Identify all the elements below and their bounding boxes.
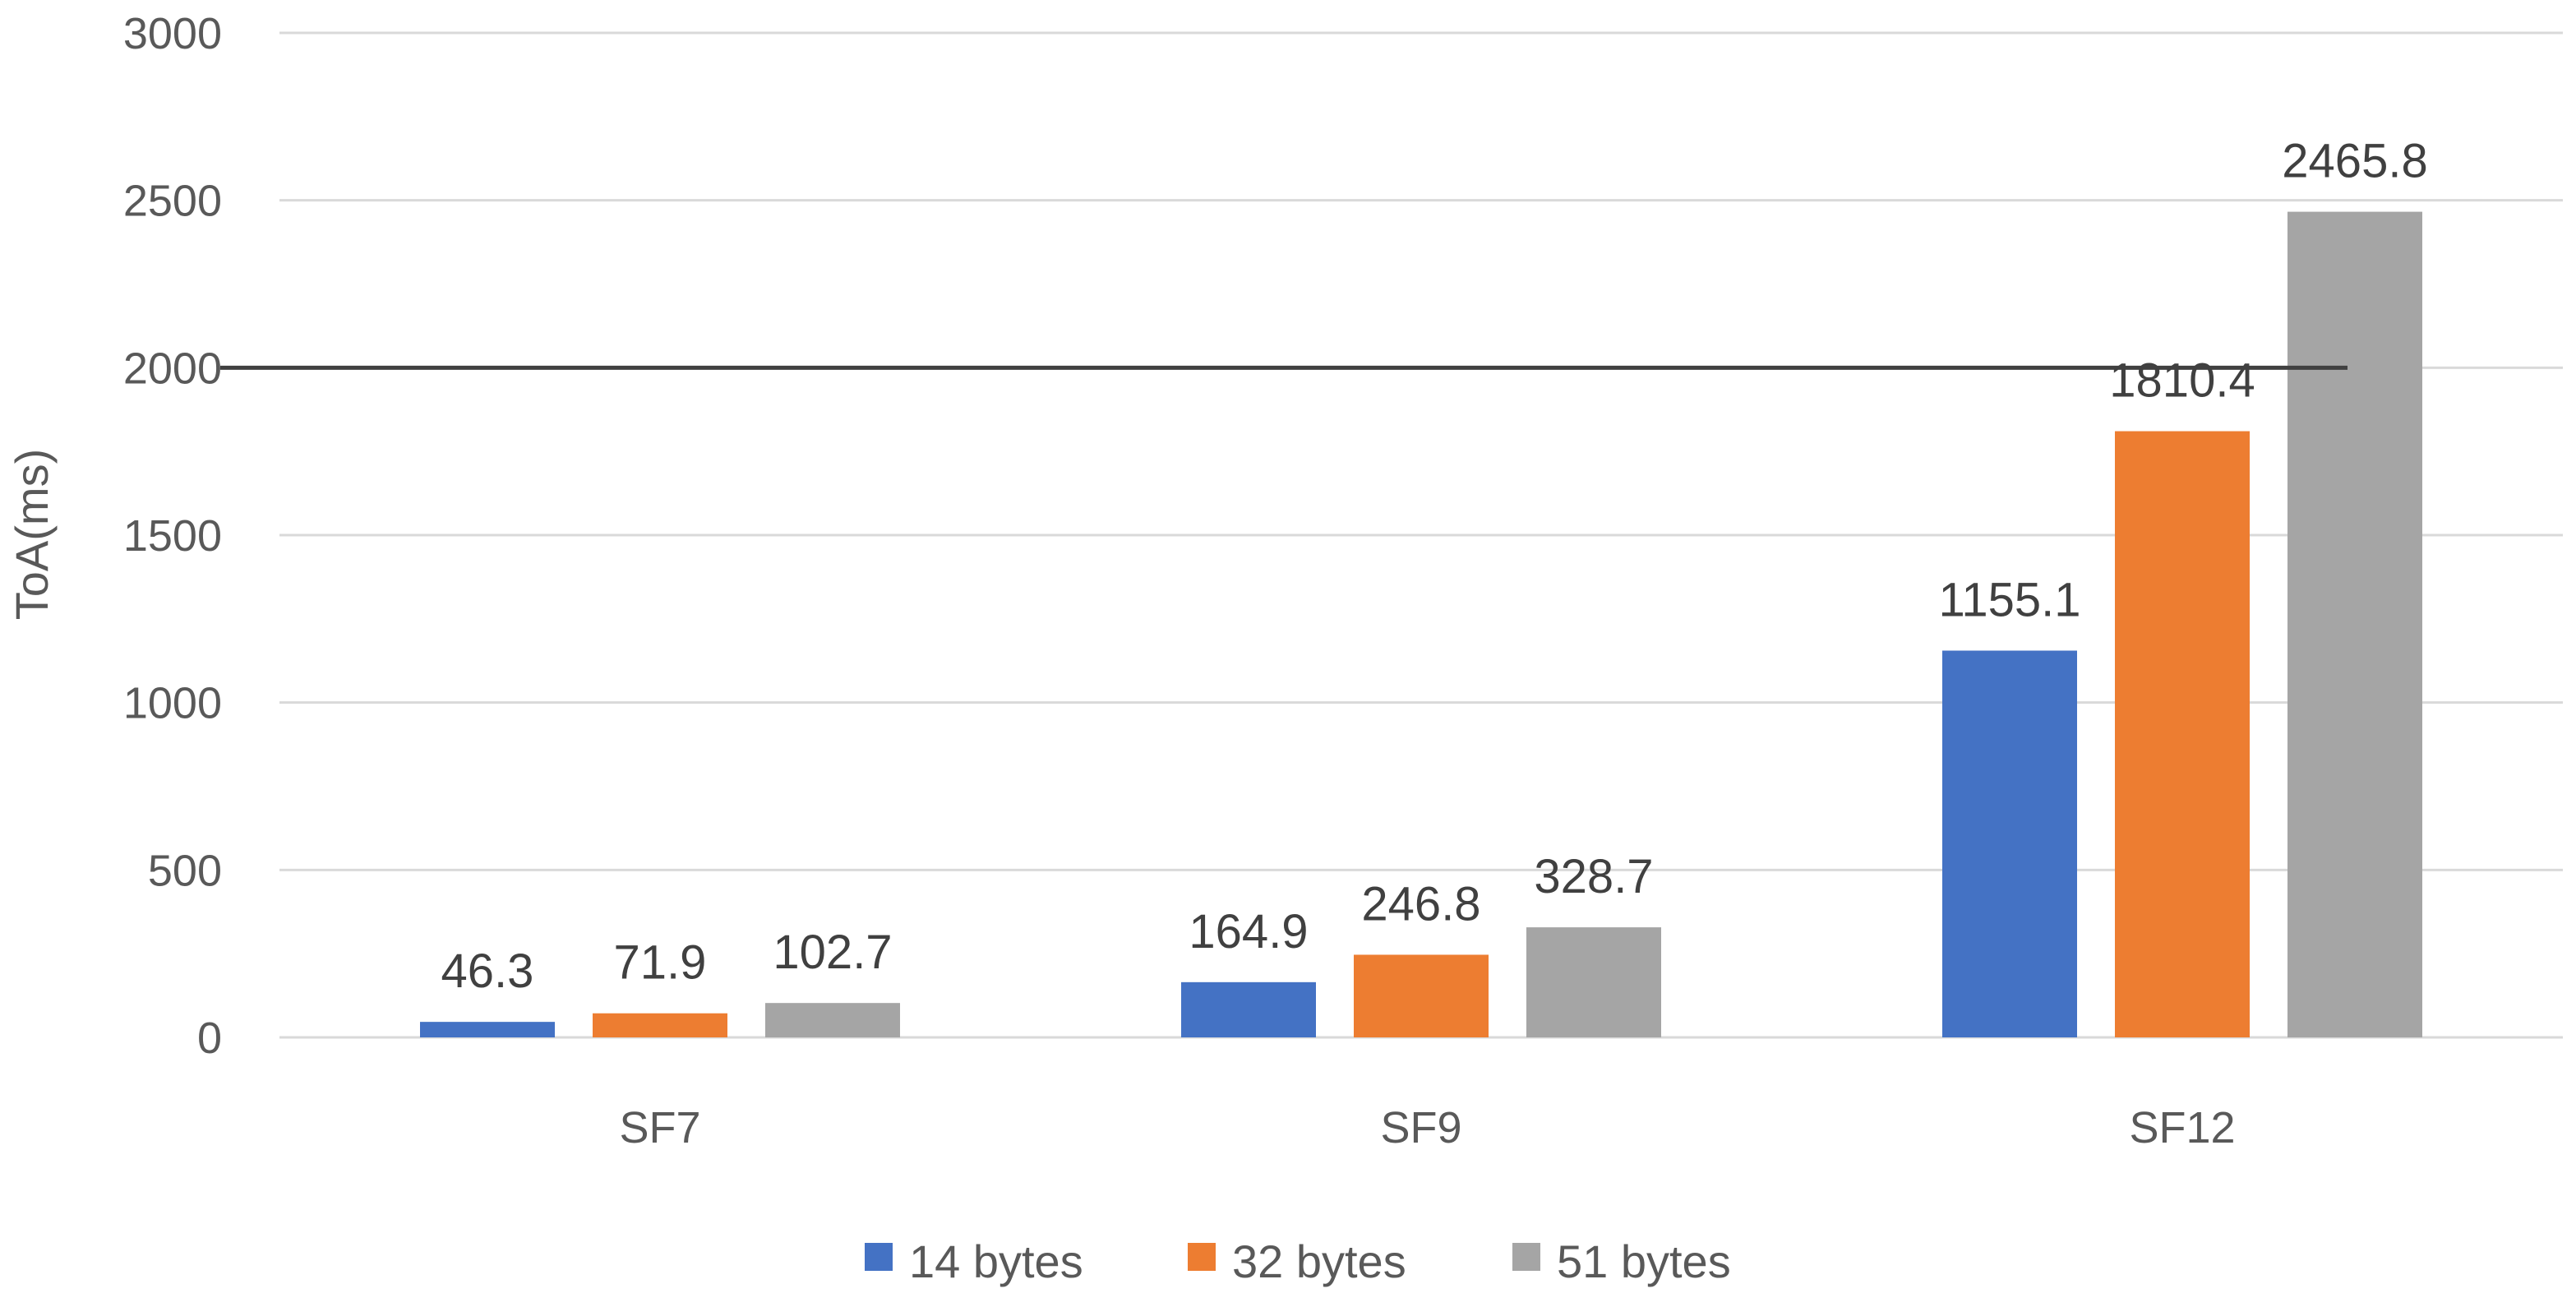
bar — [2115, 431, 2250, 1037]
bar — [1181, 981, 1316, 1037]
legend-swatch — [865, 1243, 893, 1271]
data-label: 46.3 — [441, 944, 534, 998]
bar — [1354, 954, 1489, 1037]
x-tick-label: SF12 — [2129, 1103, 2235, 1152]
y-tick-label: 0 — [197, 1014, 222, 1063]
x-tick-label: SF9 — [1380, 1103, 1461, 1152]
y-tick-label: 2000 — [123, 344, 222, 393]
y-tick-label: 1500 — [123, 511, 222, 561]
y-tick-label: 500 — [148, 846, 222, 895]
legend-label: 32 bytes — [1232, 1235, 1406, 1287]
data-label: 102.7 — [773, 926, 892, 979]
y-tick-label: 2500 — [123, 177, 222, 226]
bar — [1526, 927, 1661, 1037]
bar — [1942, 650, 2077, 1037]
y-axis-ticks: 0 500 1000 1500 2000 2500 3000 — [123, 9, 222, 1063]
y-tick-label: 3000 — [123, 9, 222, 58]
bar — [765, 1003, 900, 1037]
bar — [593, 1013, 727, 1037]
legend-label: 14 bytes — [909, 1235, 1083, 1287]
x-axis-ticks: SF7 SF9 SF12 — [619, 1103, 2235, 1152]
data-label: 246.8 — [1361, 877, 1480, 931]
bar — [2287, 211, 2422, 1037]
data-label: 1810.4 — [2109, 354, 2255, 408]
y-tick-label: 1000 — [123, 679, 222, 728]
bars — [420, 211, 2422, 1037]
legend-swatch — [1512, 1243, 1540, 1271]
legend-swatch — [1188, 1243, 1216, 1271]
data-label: 328.7 — [1534, 850, 1653, 903]
data-label: 71.9 — [614, 936, 707, 990]
x-tick-label: SF7 — [619, 1103, 700, 1152]
data-labels: 46.3 71.9 102.7 164.9 246.8 328.7 1155.1 1810.4… — [441, 135, 2428, 999]
data-label: 1155.1 — [1938, 573, 2080, 626]
bar — [420, 1022, 555, 1037]
y-axis-title: ToA(ms) — [6, 449, 58, 620]
data-label: 164.9 — [1189, 905, 1308, 958]
data-label: 2465.8 — [2282, 135, 2427, 188]
legend-label: 51 bytes — [1557, 1235, 1731, 1287]
legend: 14 bytes 32 bytes 51 bytes — [865, 1235, 1731, 1287]
